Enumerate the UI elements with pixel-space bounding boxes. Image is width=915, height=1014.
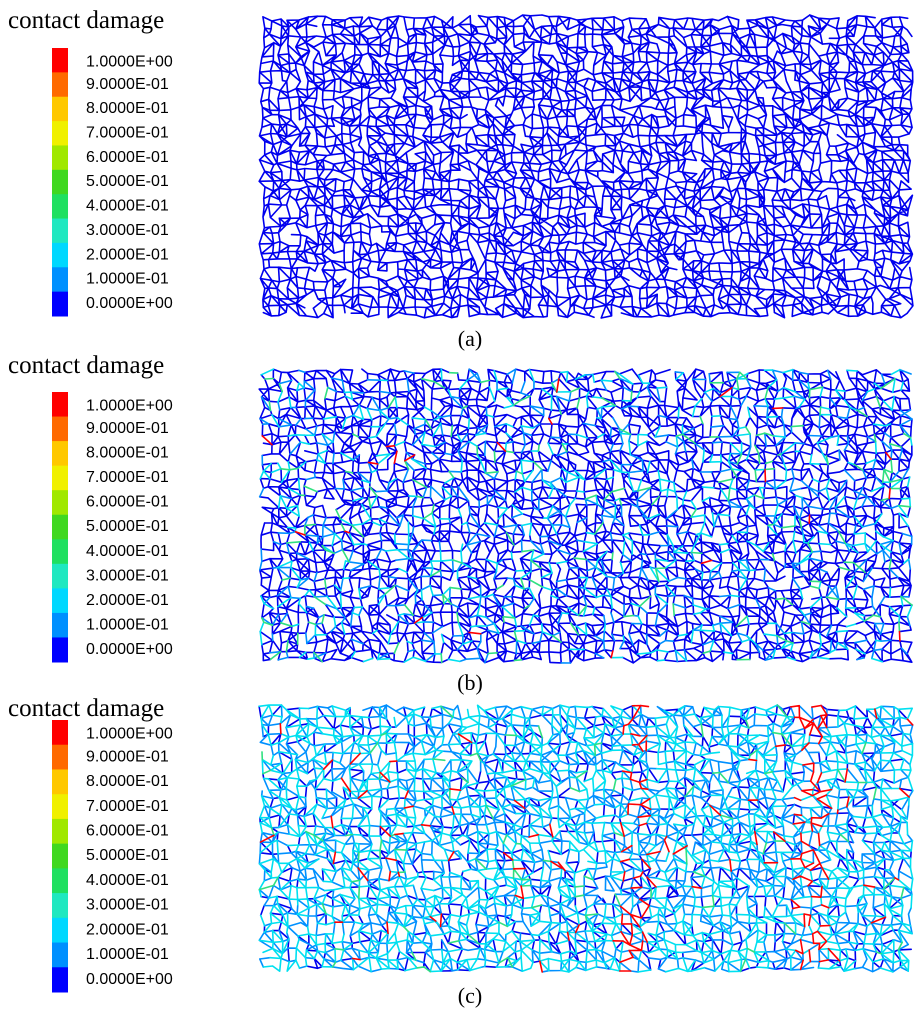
- contact-network: [258, 704, 914, 973]
- contact-network: [258, 704, 914, 973]
- legend-label: 1.0000E+00: [86, 53, 173, 70]
- caption: (a): [458, 326, 482, 351]
- legend-swatch: [52, 612, 68, 638]
- legend-label: 8.0000E-01: [86, 445, 169, 462]
- legend-swatch: [52, 96, 68, 122]
- legend-swatch: [52, 514, 68, 540]
- legend-label: 8.0000E-01: [86, 100, 169, 117]
- legend-swatch: [52, 48, 68, 73]
- legend-label: 6.0000E-01: [86, 822, 169, 839]
- legend-label: 5.0000E-01: [86, 173, 169, 190]
- legend-title: contact damage: [8, 695, 164, 722]
- legend-swatch: [52, 291, 68, 317]
- legend-swatch: [52, 967, 68, 993]
- contact-network: [258, 368, 913, 664]
- legend-label: 6.0000E-01: [86, 149, 169, 166]
- legend-swatch: [52, 242, 68, 268]
- legend-swatch: [52, 392, 68, 418]
- panel: contact damage 1.0000E+00 9.0000E-01 8.0000…: [8, 7, 914, 351]
- contact-network: [261, 370, 913, 664]
- contact-network: [258, 704, 914, 973]
- legend-title: contact damage: [8, 7, 164, 34]
- legend-swatch: [52, 441, 68, 467]
- legend-swatch: [52, 121, 68, 146]
- panel: contact damage 1.0000E+00 9.0000E-01 8.0000…: [8, 695, 914, 1008]
- legend-swatch: [52, 169, 68, 195]
- legend-label: 4.0000E-01: [86, 872, 169, 889]
- legend-label: 1.0000E-01: [86, 271, 169, 288]
- legend-swatch: [52, 145, 68, 171]
- legend-swatch: [52, 465, 68, 491]
- legend-label: 1.0000E-01: [86, 946, 169, 963]
- legend-label: 6.0000E-01: [86, 494, 169, 511]
- legend-swatch: [52, 917, 68, 944]
- legend-label: 0.0000E+00: [86, 295, 173, 312]
- caption: (c): [458, 983, 482, 1008]
- legend-swatch: [52, 490, 68, 516]
- legend-swatch: [52, 539, 68, 565]
- legend-swatch: [52, 72, 68, 98]
- legend-label: 1.0000E+00: [86, 726, 173, 743]
- panel: contact damage 1.0000E+00 9.0000E-01 8.0000…: [8, 352, 913, 695]
- legend-title: contact damage: [8, 352, 164, 379]
- legend-swatch: [52, 588, 68, 614]
- legend-label: 7.0000E-01: [86, 469, 169, 486]
- legend-label: 1.0000E-01: [86, 616, 169, 633]
- legend-swatch: [52, 942, 68, 968]
- legend-label: 4.0000E-01: [86, 543, 169, 560]
- legend-label: 3.0000E-01: [86, 567, 169, 584]
- legend-label: 3.0000E-01: [86, 897, 169, 914]
- legend-label: 9.0000E-01: [86, 76, 169, 93]
- contact-network: [259, 368, 913, 663]
- legend-swatch: [52, 794, 68, 820]
- legend-label: 9.0000E-01: [86, 420, 169, 437]
- legend-swatch: [52, 416, 68, 442]
- legend-label: 1.0000E+00: [86, 397, 173, 414]
- contact-network: [259, 704, 914, 973]
- contact-network: [261, 378, 901, 659]
- legend-swatch: [52, 194, 68, 220]
- legend-label: 4.0000E-01: [86, 198, 169, 215]
- caption: (b): [457, 670, 483, 695]
- contact-network: [258, 14, 914, 319]
- legend-label: 5.0000E-01: [86, 518, 169, 535]
- legend-swatch: [52, 744, 68, 770]
- legend-swatch: [52, 637, 68, 663]
- legend-label: 8.0000E-01: [86, 773, 169, 790]
- legend-label: 5.0000E-01: [86, 847, 169, 864]
- legend-label: 7.0000E-01: [86, 124, 169, 141]
- legend-label: 2.0000E-01: [86, 921, 169, 938]
- legend-label: 2.0000E-01: [86, 246, 169, 263]
- legend-label: 3.0000E-01: [86, 222, 169, 239]
- legend-label: 2.0000E-01: [86, 592, 169, 609]
- legend-label: 0.0000E+00: [86, 641, 173, 658]
- legend-swatch: [52, 868, 68, 894]
- contact-network: [258, 704, 905, 973]
- legend-swatch: [52, 769, 68, 795]
- legend-label: 0.0000E+00: [86, 971, 173, 988]
- legend-swatch: [52, 267, 68, 293]
- legend-swatch: [52, 218, 68, 244]
- legend-swatch: [52, 720, 68, 746]
- contact-network: [258, 368, 913, 664]
- legend-swatch: [52, 893, 68, 919]
- legend-label: 7.0000E-01: [86, 798, 169, 815]
- legend-swatch: [52, 843, 68, 869]
- legend-swatch: [52, 818, 68, 845]
- legend-label: 9.0000E-01: [86, 748, 169, 765]
- legend-swatch: [52, 563, 68, 589]
